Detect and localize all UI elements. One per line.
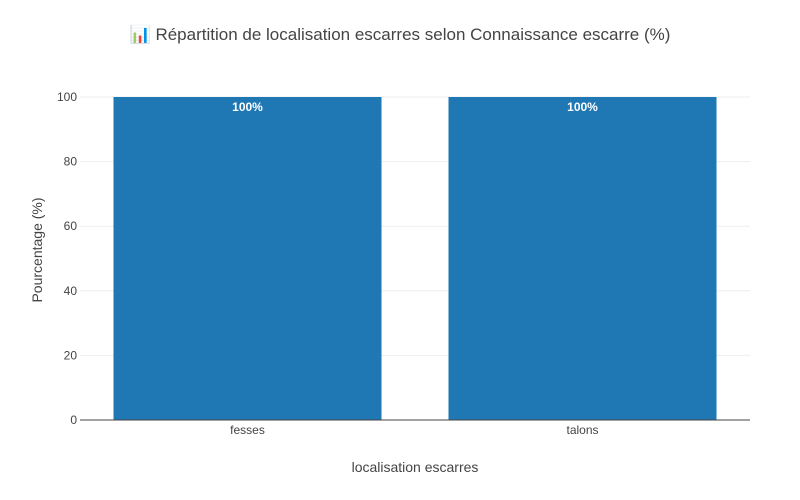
y-tick-label: 40 bbox=[64, 284, 78, 298]
bars bbox=[113, 97, 717, 420]
y-tick-label: 20 bbox=[64, 348, 78, 362]
x-tick-labels: fesses talons bbox=[230, 423, 598, 437]
y-tick-label: 100 bbox=[57, 90, 77, 104]
y-axis-label: Pourcentage (%) bbox=[29, 197, 45, 302]
bar-data-label: 100% bbox=[232, 100, 263, 114]
y-tick-label: 80 bbox=[64, 155, 78, 169]
y-tick-label: 0 bbox=[70, 413, 77, 427]
bar-data-labels: 100% 100% bbox=[232, 100, 598, 114]
chart-title: 📊 Répartition de localisation escarres s… bbox=[130, 24, 671, 44]
x-axis-label: localisation escarres bbox=[352, 459, 479, 475]
x-tick-label: fesses bbox=[230, 423, 265, 437]
x-tick-label: talons bbox=[566, 423, 598, 437]
bar-talons bbox=[448, 97, 717, 420]
bar-fesses bbox=[113, 97, 382, 420]
bar-data-label: 100% bbox=[567, 100, 598, 114]
y-tick-label: 60 bbox=[64, 219, 78, 233]
y-tick-labels: 0 20 40 60 80 100 bbox=[57, 90, 77, 427]
